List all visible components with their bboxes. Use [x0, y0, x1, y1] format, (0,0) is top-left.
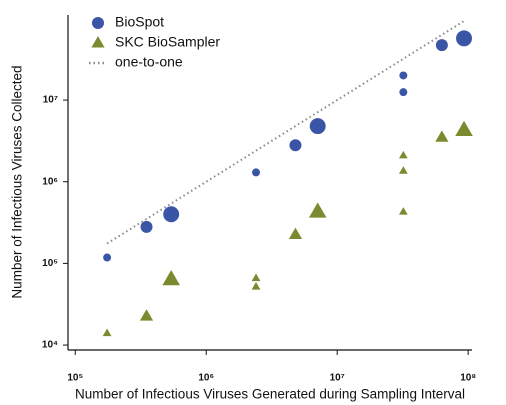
x-tick-label: 10⁷ [330, 373, 345, 384]
point [435, 130, 449, 142]
point [308, 202, 327, 218]
x-tick-label: 10⁶ [198, 373, 214, 384]
point [163, 206, 180, 223]
legend-marker [92, 17, 104, 29]
y-axis-title: Number of Infectious Viruses Collected [10, 65, 25, 298]
y-tick-label: 10⁵ [42, 258, 58, 269]
x-tick-label: 10⁵ [67, 373, 83, 384]
point [140, 220, 153, 233]
point [399, 88, 408, 97]
point [435, 39, 448, 52]
point [251, 281, 261, 290]
point [251, 273, 261, 282]
point [162, 270, 180, 286]
point [139, 309, 154, 321]
point [102, 328, 112, 337]
y-tick-label: 10⁶ [42, 176, 58, 187]
point [252, 168, 261, 177]
point [398, 166, 408, 174]
point [455, 120, 473, 136]
point [309, 118, 326, 135]
point [103, 253, 112, 262]
y-tick-label: 10⁴ [42, 340, 58, 351]
point [456, 30, 473, 47]
legend-label: one-to-one [115, 54, 183, 70]
x-axis-title: Number of Infectious Viruses Generated d… [75, 387, 465, 402]
point [289, 139, 302, 152]
point [288, 227, 303, 239]
point [398, 207, 408, 215]
legend-label: BioSpot [115, 14, 164, 30]
x-tick-label: 10⁸ [460, 373, 476, 384]
legend-marker [91, 36, 105, 48]
legend-label: SKC BioSampler [115, 34, 220, 50]
point [399, 71, 408, 80]
point [398, 150, 408, 159]
y-tick-label: 10⁷ [43, 95, 58, 106]
